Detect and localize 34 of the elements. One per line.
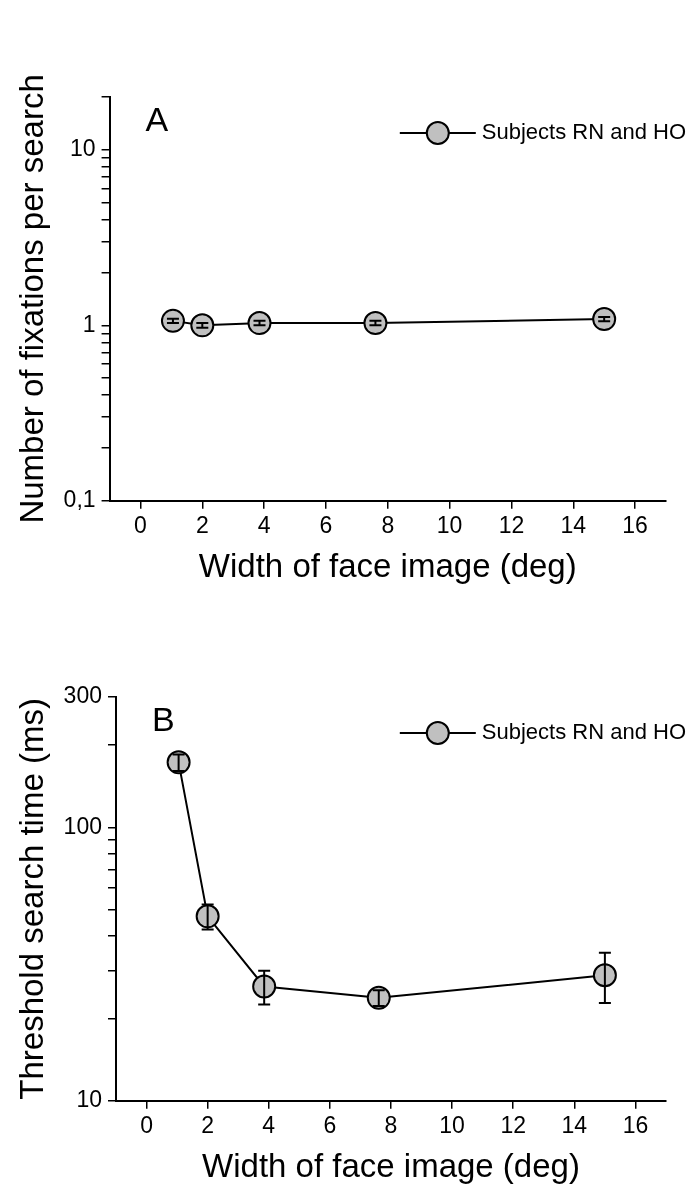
legend-label: Subjects RN and HO — [481, 719, 686, 745]
x-tick-label: 0 — [134, 511, 147, 538]
y-tick-label: 100 — [63, 812, 102, 839]
x-tick-label: 12 — [498, 511, 525, 538]
x-tick-label: 16 — [622, 511, 648, 538]
point — [366, 985, 391, 1010]
x-tick-label: 14 — [561, 1111, 588, 1138]
x-tick-label: 2 — [195, 511, 209, 538]
y-tick-label: 10 — [69, 135, 96, 162]
x-tick-label: 2 — [201, 1111, 215, 1138]
y-tick-label: 0,1 — [63, 486, 96, 513]
x-tick-label: 8 — [384, 1111, 398, 1138]
y-tick-label: 300 — [63, 682, 102, 709]
legend-label: Subjects RN and HO — [481, 119, 686, 145]
annotation: A — [145, 100, 169, 139]
x-tick-label: 12 — [500, 1111, 527, 1138]
y-axis-title: Number of fixations per search — [12, 74, 50, 524]
y-axis-title: Threshold search time (ms) — [12, 698, 50, 1100]
x-tick-label: 4 — [262, 1111, 276, 1138]
x-tick-label: 6 — [323, 1111, 337, 1138]
x-tick-label: 4 — [257, 511, 271, 538]
x-axis-title: Width of face image (deg) — [202, 1147, 580, 1185]
y-tick-label: 1 — [82, 310, 96, 337]
x-axis-title: Width of face image (deg) — [198, 547, 577, 585]
y-tick-label: 10 — [76, 1086, 102, 1113]
x-tick-label: 0 — [140, 1111, 153, 1138]
x-tick-label: 10 — [439, 1111, 465, 1138]
x-tick-label: 6 — [319, 511, 333, 538]
x-tick-label: 14 — [560, 511, 587, 538]
x-tick-label: 8 — [381, 511, 395, 538]
annotation: B — [151, 700, 175, 739]
x-tick-label: 16 — [622, 1111, 649, 1138]
point — [166, 750, 191, 775]
x-tick-label: 10 — [436, 511, 463, 538]
